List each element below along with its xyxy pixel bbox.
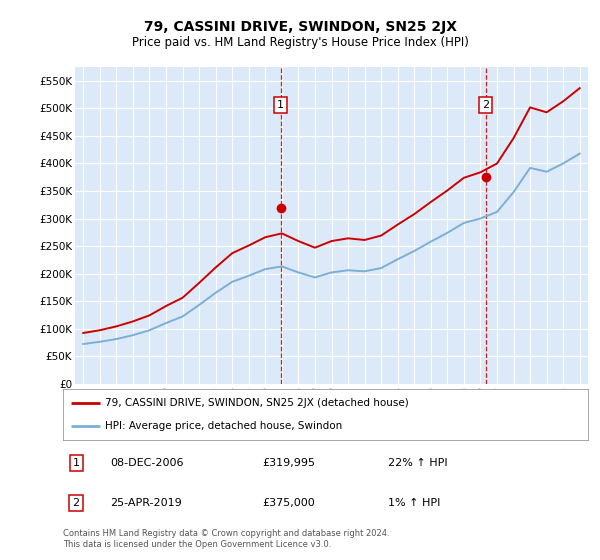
Text: 1: 1	[277, 100, 284, 110]
Text: 2: 2	[482, 100, 489, 110]
Text: 1% ↑ HPI: 1% ↑ HPI	[389, 498, 441, 508]
Text: 25-APR-2019: 25-APR-2019	[110, 498, 182, 508]
Text: 1: 1	[73, 458, 80, 468]
Text: Price paid vs. HM Land Registry's House Price Index (HPI): Price paid vs. HM Land Registry's House …	[131, 36, 469, 49]
Text: Contains HM Land Registry data © Crown copyright and database right 2024.
This d: Contains HM Land Registry data © Crown c…	[63, 529, 389, 549]
Text: 79, CASSINI DRIVE, SWINDON, SN25 2JX: 79, CASSINI DRIVE, SWINDON, SN25 2JX	[143, 20, 457, 34]
Text: 2: 2	[73, 498, 80, 508]
Text: 08-DEC-2006: 08-DEC-2006	[110, 458, 184, 468]
Text: 79, CASSINI DRIVE, SWINDON, SN25 2JX (detached house): 79, CASSINI DRIVE, SWINDON, SN25 2JX (de…	[105, 398, 409, 408]
Text: £319,995: £319,995	[263, 458, 316, 468]
Text: HPI: Average price, detached house, Swindon: HPI: Average price, detached house, Swin…	[105, 421, 342, 431]
Text: 22% ↑ HPI: 22% ↑ HPI	[389, 458, 448, 468]
Text: £375,000: £375,000	[263, 498, 315, 508]
